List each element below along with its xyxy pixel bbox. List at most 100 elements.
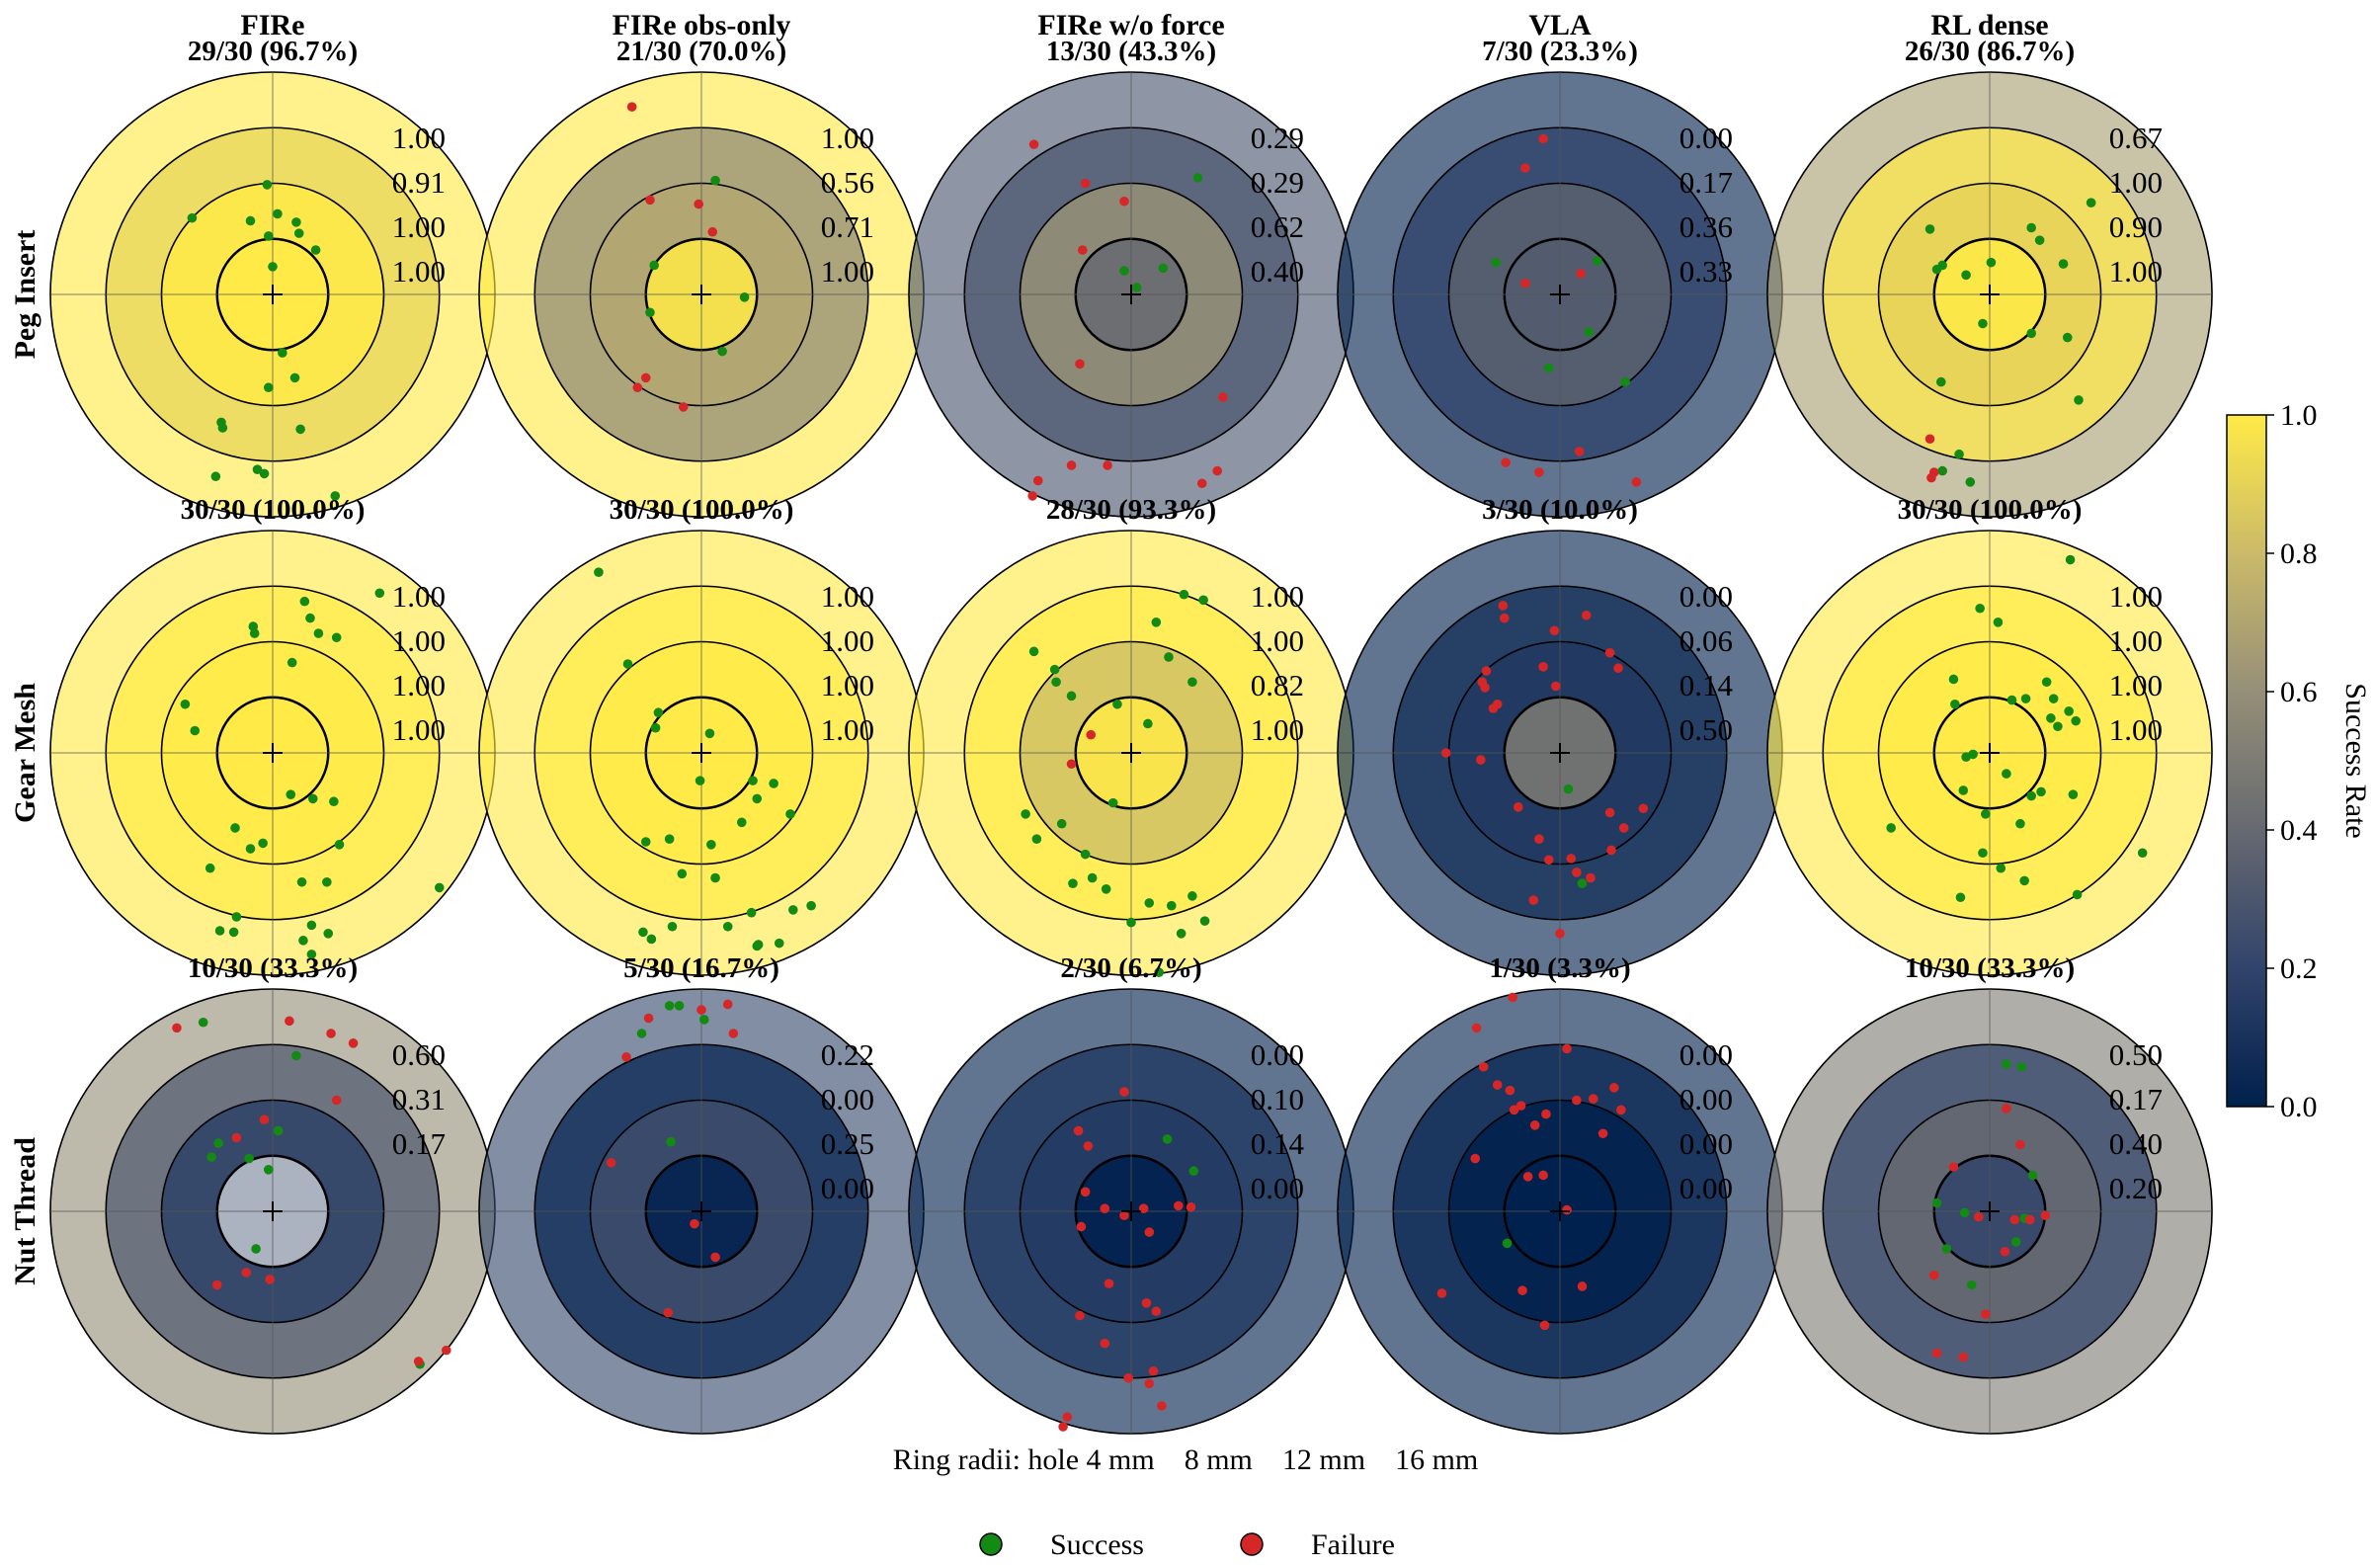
failure-point bbox=[1520, 163, 1530, 173]
success-point bbox=[1958, 785, 1969, 795]
success-point bbox=[263, 382, 274, 393]
success-point bbox=[1080, 849, 1091, 860]
success-point bbox=[298, 936, 308, 946]
failure-point bbox=[1604, 807, 1615, 818]
success-point bbox=[2010, 1237, 2021, 1247]
ring-rate-label: 0.10 bbox=[1251, 1082, 1304, 1116]
panel-nut-thread-fire-w-o-force: 2/30 (6.7%) 0.00 0.10 0.14 0.00 bbox=[908, 952, 1354, 1435]
success-point bbox=[769, 779, 778, 788]
success-point bbox=[2048, 694, 2059, 703]
panel-title: 1/30 (3.3%) bbox=[1489, 952, 1630, 984]
success-point bbox=[262, 180, 273, 190]
failure-point bbox=[1075, 1310, 1085, 1321]
ring-rate-label: 0.00 bbox=[1679, 1171, 1733, 1205]
success-point bbox=[753, 940, 764, 949]
success-point bbox=[180, 699, 191, 709]
success-point bbox=[666, 1136, 676, 1147]
failure-point bbox=[1123, 1372, 1133, 1383]
ring-rate-label: 1.00 bbox=[392, 579, 446, 614]
success-point bbox=[2071, 715, 2081, 726]
success-point bbox=[636, 1029, 647, 1038]
failure-point bbox=[1538, 662, 1548, 672]
failure-point bbox=[694, 199, 703, 209]
success-point bbox=[699, 1015, 709, 1025]
failure-point bbox=[1481, 666, 1492, 676]
failure-point bbox=[707, 226, 718, 237]
success-point bbox=[245, 844, 256, 854]
panel-nut-thread-rl-dense: 10/30 (33.3%) 0.50 0.17 0.40 0.20 bbox=[1766, 952, 2213, 1435]
failure-point bbox=[1618, 823, 1629, 833]
panel-nut-thread-fire-obs-only: 5/30 (16.7%) 0.22 0.00 0.25 0.00 bbox=[478, 952, 925, 1435]
success-point bbox=[214, 926, 225, 936]
success-point bbox=[1192, 173, 1203, 183]
success-point bbox=[258, 838, 268, 849]
failure-point bbox=[1529, 1120, 1540, 1130]
colorbar-tick-label: 0.6 bbox=[2280, 676, 2318, 708]
ring-rate-label: 1.00 bbox=[2109, 579, 2163, 614]
failure-point bbox=[1604, 647, 1615, 658]
ring-rate-label: 0.82 bbox=[1251, 668, 1304, 702]
failure-point bbox=[1077, 245, 1088, 255]
success-point bbox=[1126, 917, 1136, 928]
panel-peg-insert-vla: 7/30 (23.3%) 0.00 0.17 0.36 0.33 bbox=[1337, 36, 1783, 518]
success-point bbox=[2019, 875, 2029, 886]
failure-point bbox=[1980, 1309, 1991, 1319]
success-point bbox=[1056, 818, 1067, 829]
panel-title: 30/30 (100.0%) bbox=[1898, 494, 2083, 526]
failure-point bbox=[1148, 1365, 1159, 1376]
failure-point bbox=[1470, 1153, 1481, 1164]
success-point bbox=[1986, 257, 1997, 268]
failure-point bbox=[640, 372, 651, 383]
success-point bbox=[1107, 797, 1118, 808]
ring-rate-label: 1.00 bbox=[821, 121, 874, 155]
failure-point bbox=[1498, 601, 1509, 611]
panel-peg-insert-rl-dense: 26/30 (86.7%) 0.67 1.00 0.90 1.00 bbox=[1766, 36, 2213, 518]
success-point bbox=[273, 208, 283, 219]
failure-point bbox=[1538, 133, 1548, 144]
failure-point bbox=[1538, 1170, 1548, 1181]
success-point bbox=[334, 840, 345, 850]
failure-point bbox=[2009, 1214, 2020, 1225]
success-point bbox=[1950, 699, 1960, 709]
failure-point bbox=[1534, 467, 1544, 477]
failure-point bbox=[1075, 359, 1085, 370]
success-point bbox=[736, 817, 747, 828]
success-point bbox=[645, 307, 655, 318]
success-point bbox=[667, 921, 678, 932]
success-point bbox=[1198, 595, 1208, 606]
column-title-fire-obs-only: FIRe obs-only bbox=[613, 9, 791, 41]
ring-rate-label: 1.00 bbox=[392, 712, 446, 747]
success-point bbox=[785, 809, 795, 819]
success-point bbox=[1563, 784, 1574, 794]
success-point bbox=[295, 424, 305, 435]
failure-point bbox=[1514, 802, 1523, 812]
success-point bbox=[722, 921, 733, 932]
success-point bbox=[213, 1138, 223, 1148]
success-point bbox=[434, 882, 445, 893]
success-point bbox=[291, 1050, 301, 1061]
success-point bbox=[228, 927, 239, 938]
success-point bbox=[1584, 327, 1595, 337]
success-point bbox=[664, 834, 675, 844]
legend-success-marker bbox=[979, 1532, 1003, 1556]
success-point bbox=[299, 596, 310, 607]
success-point bbox=[310, 245, 321, 255]
failure-point bbox=[1926, 472, 1936, 483]
ring-rate-label: 0.60 bbox=[392, 1037, 446, 1072]
panel-peg-insert-fire-obs-only: 21/30 (70.0%) 1.00 0.56 0.71 1.00 bbox=[478, 36, 925, 518]
failure-point bbox=[1104, 1279, 1114, 1288]
ring-rate-label: 0.40 bbox=[1251, 254, 1304, 289]
panel-title: 7/30 (23.3%) bbox=[1482, 36, 1638, 67]
success-point bbox=[210, 471, 221, 482]
success-point bbox=[1996, 863, 2006, 873]
failure-point bbox=[1138, 1203, 1149, 1213]
success-point bbox=[268, 262, 278, 272]
panel-gear-mesh-fire-w-o-force: 28/30 (93.3%) 1.00 1.00 0.82 1.00 bbox=[908, 494, 1354, 977]
failure-point bbox=[645, 195, 655, 206]
success-point bbox=[244, 1153, 254, 1164]
success-point bbox=[1188, 1166, 1199, 1177]
column-title-rl-dense: RL dense bbox=[1930, 9, 2048, 41]
success-point bbox=[2086, 198, 2096, 207]
panel-gear-mesh-vla: 3/30 (10.0%) 0.00 0.06 0.14 0.50 bbox=[1337, 494, 1783, 976]
failure-point bbox=[231, 1132, 242, 1143]
